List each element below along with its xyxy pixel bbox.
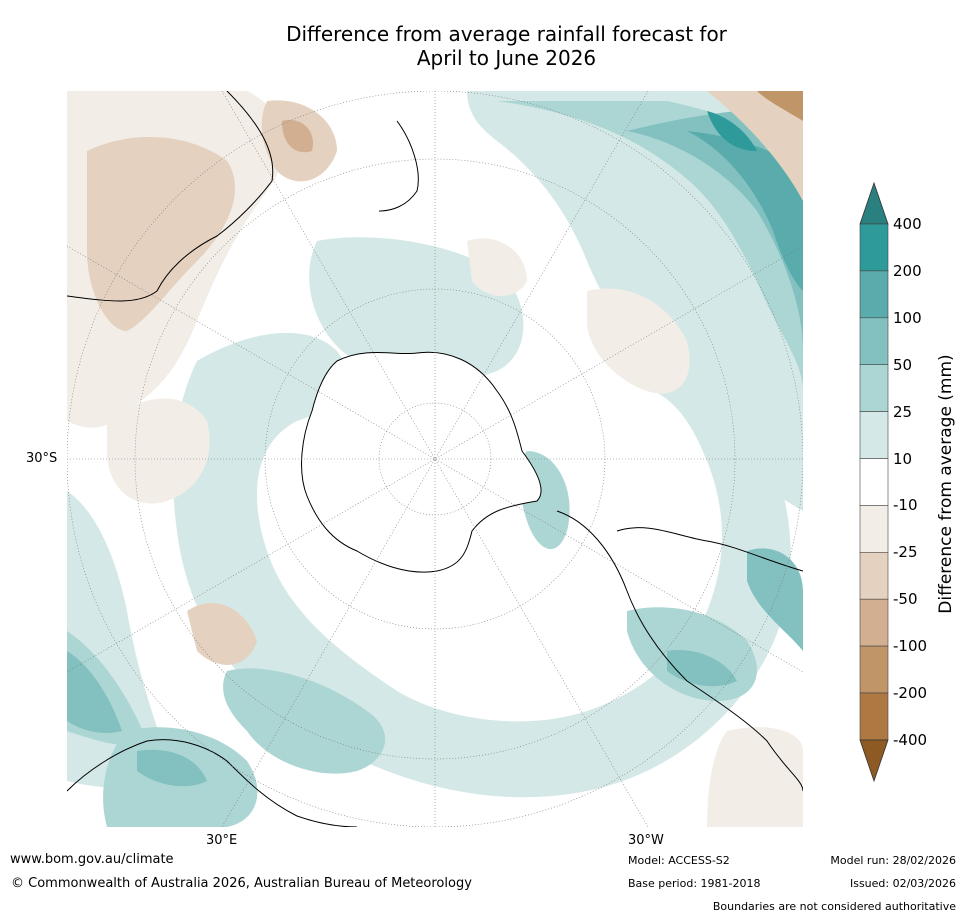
website-url[interactable]: www.bom.gov.au/climate — [10, 852, 174, 867]
colorbar-tick-label: -10 — [893, 496, 918, 515]
lat-label-30s: 30°S — [26, 451, 58, 466]
colorbar-tick-label: -200 — [893, 684, 928, 702]
colorbar-segment-10-25 — [859, 411, 889, 459]
model-run: Model run: 28/02/2026 — [830, 854, 956, 867]
disclaimer: Boundaries are not considered authoritat… — [712, 900, 956, 913]
colorbar-tick-label: 100 — [893, 308, 922, 327]
colorbar-under-arrow — [859, 739, 889, 783]
colorbar-segments — [859, 223, 889, 741]
colorbar-tick-label: -100 — [893, 637, 928, 656]
map-svg[interactable] — [67, 91, 803, 827]
colorbar-tick-label: 10 — [893, 449, 913, 468]
colorbar-tick-label: -400 — [893, 730, 928, 749]
colorbar-over-arrow — [859, 181, 889, 225]
colorbar-tick-label: 200 — [893, 261, 922, 280]
colorbar-segment--200--100 — [859, 645, 889, 694]
colorbar-segment-50-100 — [859, 317, 889, 366]
title-line-2: April to June 2026 — [416, 46, 597, 70]
title-line-1: Difference from average rainfall forecas… — [286, 22, 727, 46]
lon-label-30w: 30°W — [628, 833, 664, 848]
map-panel[interactable] — [67, 91, 803, 827]
graticule — [67, 91, 803, 827]
colorbar-segment--10-10 — [859, 458, 889, 506]
colorbar — [855, 180, 965, 790]
colorbar-segment--25--10 — [859, 505, 889, 553]
colorbar-tick-label: 25 — [893, 402, 913, 421]
antarctica-outline — [301, 351, 542, 573]
issued-date: Issued: 02/03/2026 — [849, 877, 956, 890]
colorbar-segment-200-400 — [859, 223, 889, 272]
colorbar-segment--400--200 — [859, 692, 889, 741]
colorbar-tick-label: -50 — [893, 590, 918, 609]
model-name: Model: ACCESS-S2 — [628, 854, 730, 867]
colorbar-segment--50--25 — [859, 551, 889, 600]
colorbar-segment--100--50 — [859, 598, 889, 647]
colorbar-tick-label: 50 — [893, 355, 913, 374]
colorbar-segment-25-50 — [859, 364, 889, 412]
colorbar-svg — [859, 181, 889, 783]
lon-label-30e: 30°E — [206, 833, 238, 848]
copyright: © Commonwealth of Australia 2026, Austra… — [11, 876, 472, 891]
chart-title: Difference from average rainfall forecas… — [0, 22, 965, 70]
colorbar-title: Difference from average (mm) — [936, 354, 956, 614]
colorbar-tick-label: 400 — [893, 215, 922, 233]
colorbar-tick-label: -25 — [893, 543, 918, 562]
coastlines — [67, 91, 803, 827]
base-period: Base period: 1981-2018 — [628, 877, 761, 890]
colorbar-segment-100-200 — [859, 270, 889, 319]
